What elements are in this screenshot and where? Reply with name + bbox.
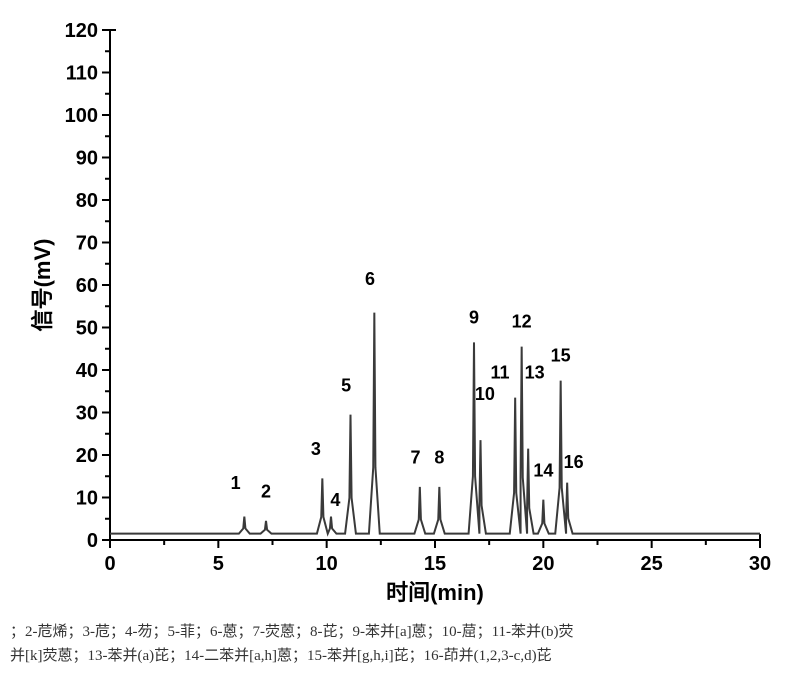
x-tick-label: 10	[316, 553, 338, 575]
x-tick-label: 5	[213, 553, 224, 575]
chromatogram-chart: 0510152025300102030405060708090100110120…	[20, 10, 780, 610]
y-tick-label: 20	[76, 445, 98, 467]
x-tick-label: 20	[532, 553, 554, 575]
caption-line-1: ；2-苊烯；3-苊；4-芴；5-菲；6-蒽；7-荧蒽；8-芘；9-苯并[a]蒽；…	[10, 620, 790, 644]
y-tick-label: 40	[76, 360, 98, 382]
peak-label-4: 4	[330, 490, 340, 510]
x-tick-label: 25	[641, 553, 663, 575]
y-tick-label: 100	[65, 105, 98, 127]
chromatogram-trace	[110, 313, 760, 534]
peak-label-2: 2	[261, 482, 271, 502]
peak-label-15: 15	[551, 346, 571, 366]
caption: ；2-苊烯；3-苊；4-芴；5-菲；6-蒽；7-荧蒽；8-芘；9-苯并[a]蒽；…	[0, 620, 800, 668]
y-tick-label: 80	[76, 190, 98, 212]
peak-label-11: 11	[490, 363, 509, 383]
y-tick-label: 110	[66, 63, 98, 85]
y-tick-label: 50	[76, 318, 98, 340]
y-tick-label: 90	[76, 148, 98, 170]
y-axis-label: 信号(mV)	[30, 239, 55, 332]
x-tick-label: 30	[749, 553, 771, 575]
peak-label-10: 10	[475, 384, 495, 404]
y-tick-label: 30	[76, 403, 98, 425]
peak-label-6: 6	[365, 269, 375, 289]
x-axis-label: 时间(min)	[386, 580, 484, 605]
y-tick-label: 10	[76, 488, 98, 510]
x-tick-label: 15	[424, 553, 446, 575]
peak-label-3: 3	[311, 439, 321, 459]
peak-label-14: 14	[533, 460, 553, 480]
y-tick-label: 70	[76, 233, 98, 255]
y-tick-label: 0	[87, 530, 98, 552]
peak-label-13: 13	[525, 363, 545, 383]
chart-svg: 0510152025300102030405060708090100110120…	[20, 10, 780, 610]
peak-label-5: 5	[341, 375, 351, 395]
y-tick-label: 120	[65, 20, 98, 42]
peak-label-12: 12	[512, 312, 532, 332]
y-tick-label: 60	[76, 275, 98, 297]
peak-label-8: 8	[434, 448, 444, 468]
peak-label-16: 16	[564, 452, 584, 472]
peak-label-1: 1	[231, 473, 241, 493]
peak-label-7: 7	[410, 448, 420, 468]
x-tick-label: 0	[104, 553, 115, 575]
peak-label-9: 9	[469, 307, 479, 327]
caption-line-2: 并[k]荧蒽；13-苯并(a)芘；14-二苯并[a,h]蒽；15-苯并[g,h,…	[10, 644, 790, 668]
